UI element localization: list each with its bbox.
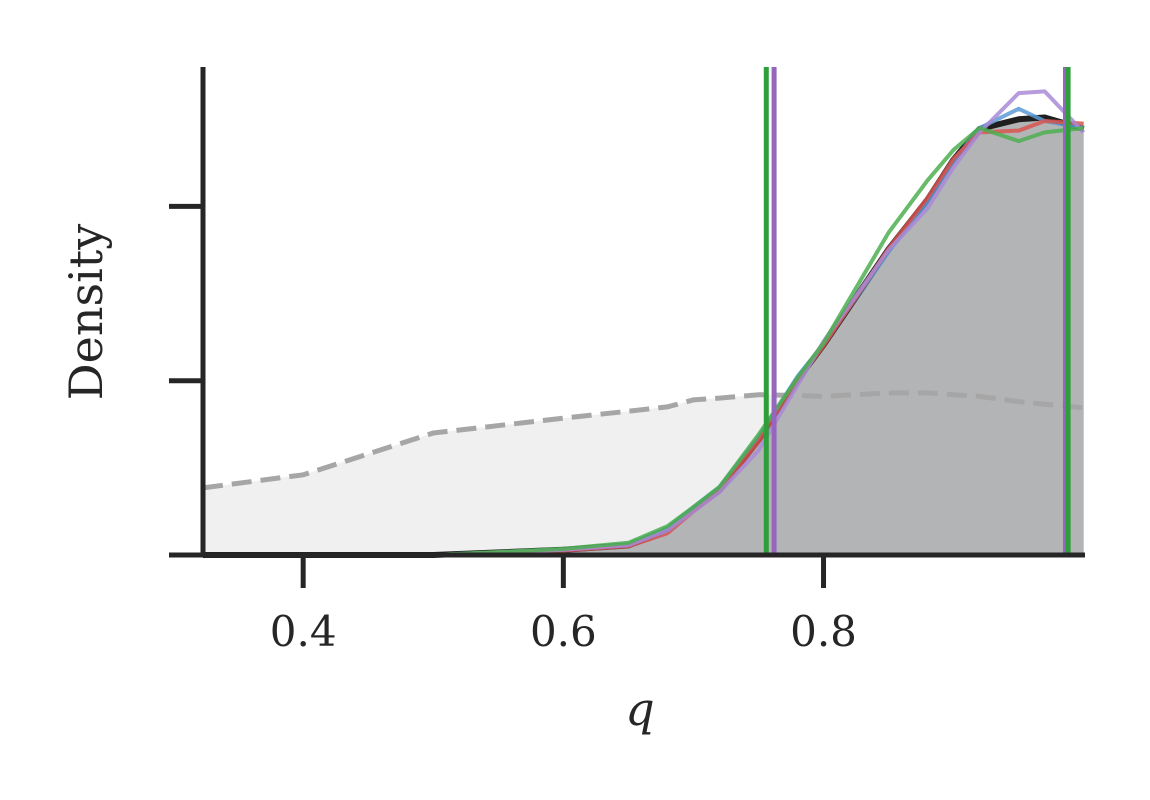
y-axis-label: Density — [59, 224, 113, 401]
x-tick-label: 0.4 — [270, 607, 337, 656]
prior-line — [202, 390, 1084, 491]
posterior-line — [203, 126, 1084, 557]
x-tick-label: 0.6 — [530, 607, 597, 656]
posterior-area — [203, 117, 1084, 555]
x-axis-label: q — [625, 682, 654, 736]
x-tick-label: 0.8 — [790, 607, 857, 656]
